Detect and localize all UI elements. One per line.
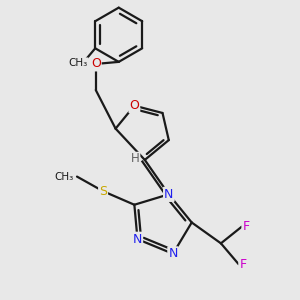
Text: CH₃: CH₃ [69, 58, 88, 68]
Text: F: F [239, 258, 246, 271]
Text: N: N [133, 233, 142, 246]
Text: F: F [242, 220, 250, 233]
Text: S: S [99, 185, 107, 198]
Text: N: N [168, 247, 178, 260]
Text: N: N [164, 188, 173, 201]
Text: CH₃: CH₃ [55, 172, 74, 182]
Text: H: H [131, 152, 140, 165]
Text: O: O [129, 99, 139, 112]
Text: N: N [164, 188, 173, 201]
Text: O: O [91, 58, 101, 70]
